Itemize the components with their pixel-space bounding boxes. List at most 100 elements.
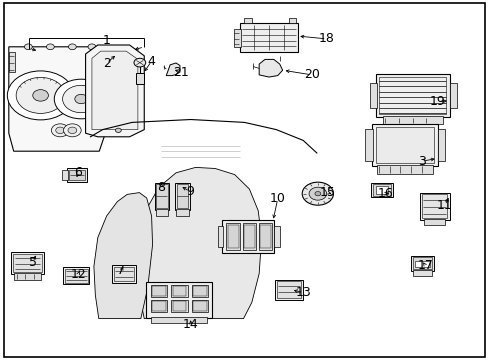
- Polygon shape: [9, 47, 104, 151]
- Bar: [369, 83, 376, 108]
- Bar: [136, 73, 143, 84]
- Bar: [412, 270, 431, 276]
- Bar: [191, 300, 208, 312]
- Bar: [371, 124, 437, 166]
- Bar: [258, 223, 272, 250]
- Text: 10: 10: [269, 192, 285, 205]
- Bar: [412, 257, 431, 269]
- Circle shape: [54, 79, 108, 119]
- Text: 8: 8: [157, 181, 165, 194]
- Text: 11: 11: [436, 199, 452, 212]
- Circle shape: [314, 192, 320, 196]
- Bar: [260, 225, 270, 248]
- Text: 12: 12: [70, 268, 86, 281]
- Circle shape: [33, 90, 48, 101]
- Polygon shape: [166, 63, 180, 76]
- Text: 6: 6: [74, 166, 82, 179]
- Bar: [375, 186, 387, 194]
- Circle shape: [75, 94, 87, 104]
- Text: 17: 17: [417, 259, 432, 272]
- Bar: [152, 301, 165, 311]
- Polygon shape: [72, 122, 316, 319]
- Bar: [222, 220, 273, 253]
- Bar: [69, 170, 85, 180]
- Bar: [193, 301, 206, 311]
- Bar: [414, 261, 429, 267]
- Bar: [372, 184, 390, 196]
- Text: 16: 16: [377, 187, 392, 200]
- Bar: [364, 129, 372, 161]
- Bar: [375, 127, 433, 163]
- Circle shape: [62, 85, 100, 113]
- Bar: [370, 183, 392, 197]
- Text: 13: 13: [295, 286, 310, 299]
- Circle shape: [115, 128, 121, 132]
- Bar: [376, 165, 432, 174]
- Bar: [176, 184, 188, 208]
- Bar: [288, 18, 295, 23]
- Bar: [171, 300, 187, 312]
- Bar: [379, 77, 445, 114]
- Bar: [242, 223, 256, 250]
- Bar: [61, 170, 68, 180]
- Bar: [11, 252, 44, 274]
- Bar: [239, 23, 298, 52]
- Text: 1: 1: [102, 34, 110, 47]
- Text: 18: 18: [318, 32, 334, 45]
- Text: 3: 3: [417, 155, 425, 168]
- Bar: [13, 254, 41, 272]
- Text: 20: 20: [304, 68, 319, 81]
- Bar: [227, 225, 238, 248]
- Bar: [233, 29, 240, 47]
- Circle shape: [88, 44, 96, 50]
- Bar: [274, 280, 303, 300]
- Circle shape: [302, 182, 333, 205]
- Bar: [114, 267, 134, 281]
- Bar: [382, 116, 442, 124]
- Bar: [155, 209, 168, 216]
- Bar: [375, 74, 449, 117]
- Circle shape: [68, 44, 76, 50]
- Text: 14: 14: [183, 318, 198, 331]
- Text: 7: 7: [117, 264, 125, 277]
- Polygon shape: [92, 51, 138, 130]
- Bar: [150, 285, 167, 297]
- Bar: [410, 256, 433, 271]
- Bar: [152, 286, 165, 296]
- Circle shape: [24, 44, 32, 50]
- Bar: [437, 129, 445, 161]
- Bar: [421, 194, 447, 218]
- Bar: [176, 209, 188, 216]
- Polygon shape: [94, 193, 152, 319]
- Bar: [226, 223, 240, 250]
- Bar: [171, 285, 187, 297]
- Circle shape: [68, 127, 77, 134]
- Bar: [217, 226, 223, 247]
- Bar: [9, 52, 15, 72]
- Circle shape: [46, 44, 54, 50]
- Bar: [145, 282, 211, 318]
- Polygon shape: [137, 167, 261, 319]
- Text: 21: 21: [173, 66, 188, 78]
- Bar: [419, 193, 449, 220]
- Bar: [175, 183, 189, 210]
- Bar: [273, 226, 279, 247]
- Circle shape: [16, 77, 65, 113]
- Text: 4: 4: [147, 55, 155, 68]
- Bar: [156, 184, 167, 208]
- Bar: [150, 317, 206, 323]
- Circle shape: [134, 58, 145, 67]
- Circle shape: [308, 187, 326, 200]
- Circle shape: [56, 127, 64, 134]
- Bar: [449, 83, 456, 108]
- Bar: [62, 267, 89, 284]
- Bar: [191, 285, 208, 297]
- Circle shape: [7, 71, 74, 120]
- Polygon shape: [259, 59, 282, 77]
- Bar: [424, 219, 444, 225]
- Bar: [14, 273, 41, 280]
- Bar: [112, 265, 136, 283]
- Bar: [67, 168, 87, 182]
- Bar: [154, 183, 169, 210]
- Bar: [172, 286, 186, 296]
